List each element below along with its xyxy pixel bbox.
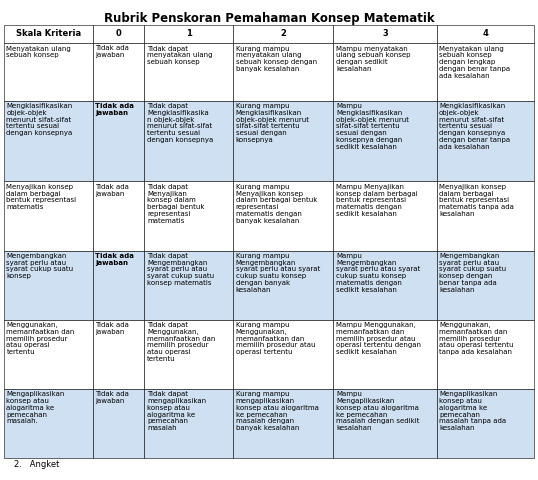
Text: Mengaplikasikan
konsep atau
alogaritma ke
pemecahan
masalah tanpa ada
kesalahan: Mengaplikasikan konsep atau alogaritma k… (439, 391, 506, 431)
Text: 2: 2 (280, 29, 286, 38)
Bar (93, 389, 144, 458)
Text: Tidak ada
jawaban: Tidak ada jawaban (95, 253, 134, 266)
Bar (93, 251, 144, 320)
Bar (4, 320, 93, 389)
Bar (144, 320, 233, 389)
Bar (437, 389, 534, 458)
Text: Mampu Menyajikan
konsep dalam berbagai
bentuk representasi
matematis dengan
sedi: Mampu Menyajikan konsep dalam berbagai b… (336, 184, 417, 217)
Text: Mengaplikasikan
konsep atau
alogaritma ke
pemecahan
masalah.: Mengaplikasikan konsep atau alogaritma k… (6, 391, 65, 424)
Bar (93, 101, 144, 181)
Bar (334, 25, 437, 43)
Text: Tidak dapat
menyatakan ulang
sebuah konsep: Tidak dapat menyatakan ulang sebuah kons… (147, 46, 213, 65)
Text: Kurang mampu
Mengembangkan
syarat perlu atau syarat
cukup suatu konsep
dengan ba: Kurang mampu Mengembangkan syarat perlu … (236, 253, 320, 293)
Text: Kurang mampu
Menyajikan konsep
dalam berbagai bentuk
representasi
matematis deng: Kurang mampu Menyajikan konsep dalam ber… (236, 184, 317, 224)
Bar (437, 181, 534, 251)
Bar (144, 101, 233, 181)
Bar (4, 25, 93, 43)
Bar (334, 181, 437, 251)
Bar (437, 251, 534, 320)
Bar (233, 251, 334, 320)
Bar (93, 25, 144, 43)
Bar (4, 389, 93, 458)
Bar (233, 101, 334, 181)
Text: 3: 3 (382, 29, 388, 38)
Text: Kurang mampu
Mengklasifikasikan
objek-objek menurut
sifat-sifat tertentu
sesuai : Kurang mampu Mengklasifikasikan objek-ob… (236, 103, 309, 143)
Bar (233, 389, 334, 458)
Text: Menggunakan,
memanfaatkan dan
memilih prosedur
atau operasi
tertentu: Menggunakan, memanfaatkan dan memilih pr… (6, 322, 75, 355)
Bar (144, 389, 233, 458)
Text: Mampu menyatakan
ulang sebuah konsep
dengan sedikit
kesalahan: Mampu menyatakan ulang sebuah konsep den… (336, 46, 410, 72)
Text: Mampu
Mengaplikasikan
konsep atau alogaritma
ke pemecahan
masalah dengan sedikit: Mampu Mengaplikasikan konsep atau alogar… (336, 391, 420, 431)
Text: Tidak ada
jawaban: Tidak ada jawaban (95, 103, 134, 116)
Bar (334, 251, 437, 320)
Text: Menggunakan,
memanfaatkan dan
memilih prosedur
atau operasi tertentu
tanpa ada k: Menggunakan, memanfaatkan dan memilih pr… (439, 322, 514, 355)
Text: Menyatakan ulang
sebuah konsep: Menyatakan ulang sebuah konsep (6, 46, 71, 58)
Bar (4, 181, 93, 251)
Bar (4, 251, 93, 320)
Bar (334, 389, 437, 458)
Text: Mengembangkan
syarat perlu atau
syarat cukup suatu
konsep dengan
benar tanpa ada: Mengembangkan syarat perlu atau syarat c… (439, 253, 506, 293)
Text: Tidak ada
jawaban: Tidak ada jawaban (95, 322, 129, 335)
Text: Menyajikan konsep
dalam berbagai
bentuk representasi
matematis: Menyajikan konsep dalam berbagai bentuk … (6, 184, 76, 210)
Text: Menyajikan konsep
dalam berbagai
bentuk representasi
matematis tanpa ada
kesalah: Menyajikan konsep dalam berbagai bentuk … (439, 184, 514, 217)
Bar (233, 25, 334, 43)
Bar (334, 101, 437, 181)
Bar (233, 181, 334, 251)
Bar (437, 43, 534, 101)
Bar (93, 320, 144, 389)
Text: Tidak dapat
Menggunakan,
memanfaatkan dan
memilih prosedur
atau operasi
tertentu: Tidak dapat Menggunakan, memanfaatkan da… (147, 322, 215, 362)
Text: Rubrik Penskoran Pemahaman Konsep Matematik: Rubrik Penskoran Pemahaman Konsep Matema… (104, 12, 434, 25)
Text: Mengklasifikasikan
objek-objek
menurut sifat-sifat
tertentu sesuai
dengan konsep: Mengklasifikasikan objek-objek menurut s… (6, 103, 73, 136)
Bar (437, 320, 534, 389)
Text: Mengklasifikasikan
objek-objek
menurut sifat-sifat
tertentu sesuai
dengan konsep: Mengklasifikasikan objek-objek menurut s… (439, 103, 510, 150)
Bar (144, 43, 233, 101)
Bar (437, 101, 534, 181)
Bar (233, 320, 334, 389)
Text: Tidak ada
jawaban: Tidak ada jawaban (95, 46, 129, 58)
Bar (233, 43, 334, 101)
Text: Kurang mampu
menyatakan ulang
sebuah konsep dengan
banyak kesalahan: Kurang mampu menyatakan ulang sebuah kon… (236, 46, 317, 72)
Bar (144, 25, 233, 43)
Bar (4, 101, 93, 181)
Bar (144, 251, 233, 320)
Text: Tidak dapat
Menyajikan
konsep dalam
berbagai bentuk
representasi
matematis: Tidak dapat Menyajikan konsep dalam berb… (147, 184, 204, 224)
Text: Menyatakan ulang
sebuah konsep
dengan lengkap
dengan benar tanpa
ada kesalahan: Menyatakan ulang sebuah konsep dengan le… (439, 46, 510, 79)
Text: Tidak ada
jawaban: Tidak ada jawaban (95, 391, 129, 404)
Text: Tidak dapat
Mengklasifikasika
n objek-objek
menurut sifat-sifat
tertentu sesuai
: Tidak dapat Mengklasifikasika n objek-ob… (147, 103, 213, 143)
Text: 0: 0 (116, 29, 122, 38)
Text: 2.   Angket: 2. Angket (14, 460, 59, 469)
Bar (437, 25, 534, 43)
Text: Kurang mampu
Menggunakan,
memanfaatkan dan
memilih prosedur atau
operasi tertent: Kurang mampu Menggunakan, memanfaatkan d… (236, 322, 315, 355)
Text: Mampu
Mengklasifikasikan
objek-objek menurut
sifat-sifat tertentu
sesuai dengan
: Mampu Mengklasifikasikan objek-objek men… (336, 103, 409, 150)
Bar (4, 43, 93, 101)
Text: 1: 1 (186, 29, 192, 38)
Bar (93, 181, 144, 251)
Text: Tidak dapat
Mengembangkan
syarat perlu atau
syarat cukup suatu
konsep matematis: Tidak dapat Mengembangkan syarat perlu a… (147, 253, 214, 286)
Text: Mengembangkan
syarat perlu atau
syarat cukup suatu
konsep: Mengembangkan syarat perlu atau syarat c… (6, 253, 74, 279)
Text: Tidak dapat
mengaplikasikan
konsep atau
alogaritma ke
pemecahan
masalah: Tidak dapat mengaplikasikan konsep atau … (147, 391, 206, 431)
Text: Kurang mampu
mengaplikasikan
konsep atau alogaritma
ke pemecahan
masalah dengan
: Kurang mampu mengaplikasikan konsep atau… (236, 391, 318, 431)
Text: Mampu Menggunakan,
memanfaatkan dan
memilih prosedur atau
operasi tertentu denga: Mampu Menggunakan, memanfaatkan dan memi… (336, 322, 421, 355)
Text: Tidak ada
jawaban: Tidak ada jawaban (95, 184, 129, 197)
Bar (334, 43, 437, 101)
Bar (144, 181, 233, 251)
Text: Skala Kriteria: Skala Kriteria (16, 29, 81, 38)
Text: Mampu
Mengembangkan
syarat perlu atau syarat
cukup suatu konsep
matematis dengan: Mampu Mengembangkan syarat perlu atau sy… (336, 253, 420, 293)
Bar (93, 43, 144, 101)
Bar (334, 320, 437, 389)
Text: 4: 4 (483, 29, 488, 38)
